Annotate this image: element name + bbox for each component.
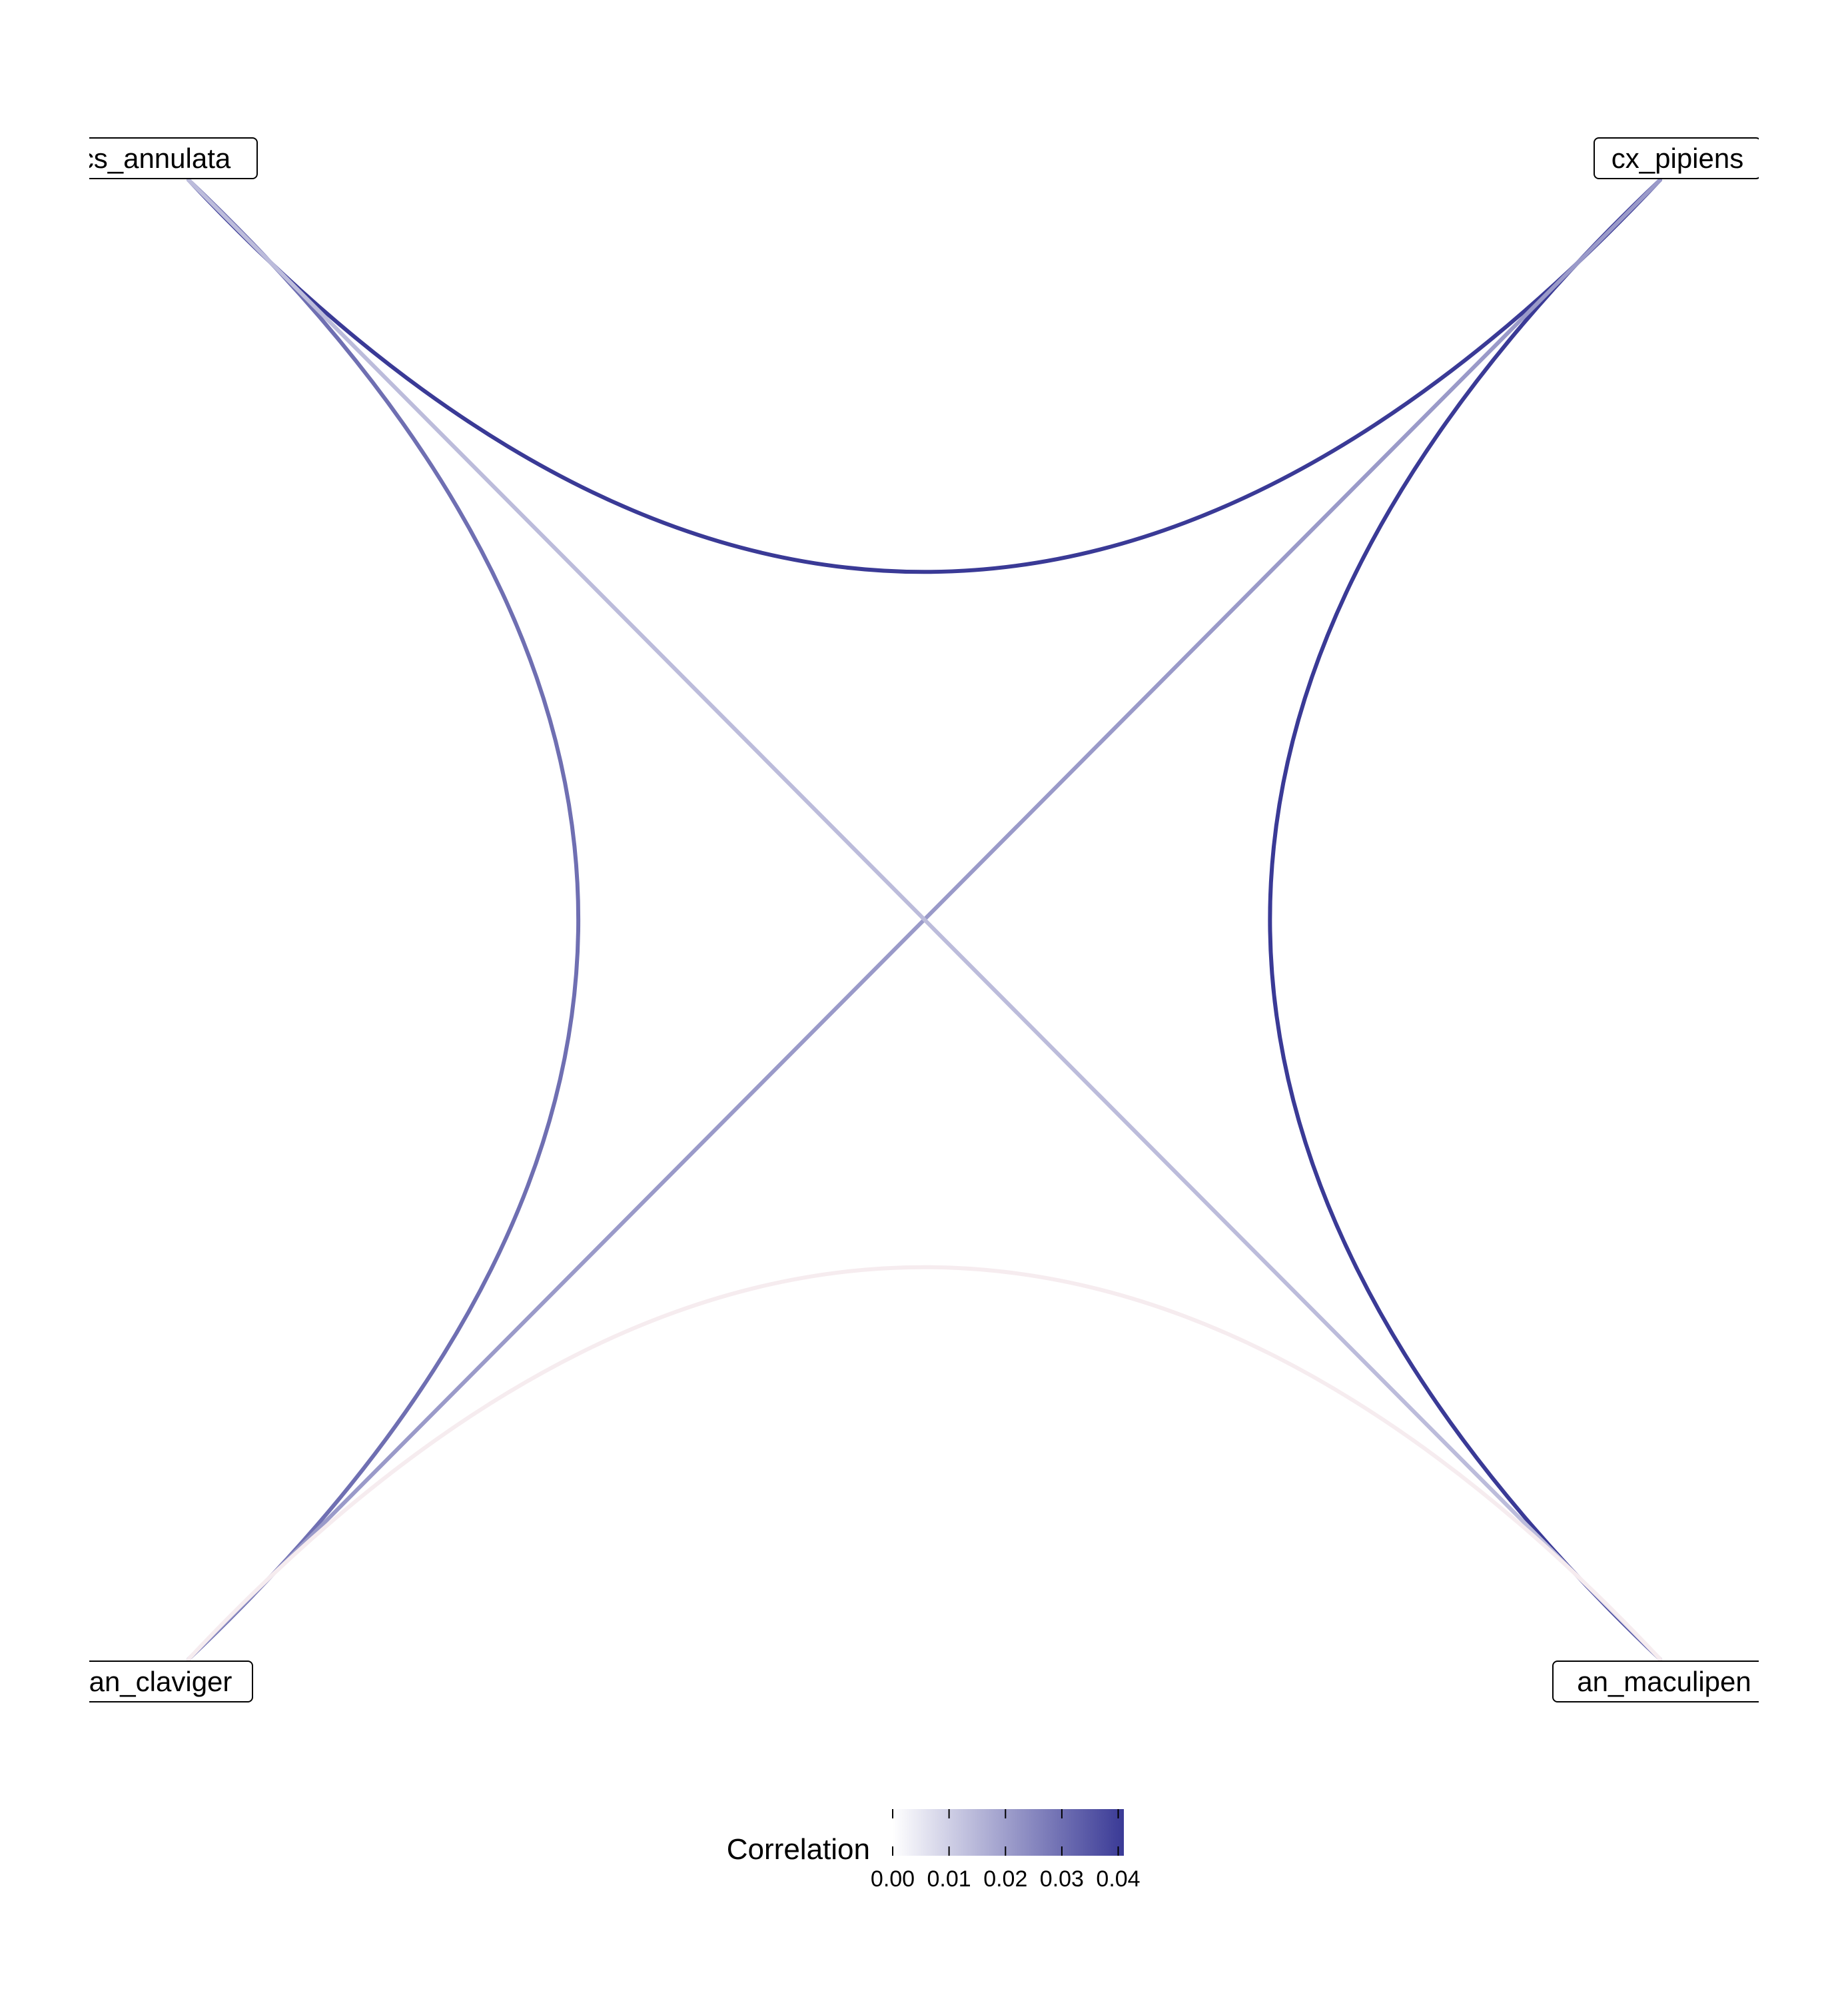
edges-layer xyxy=(187,178,1662,1661)
legend-tick-label: 0.02 xyxy=(983,1866,1027,1892)
node-cx-pipiens[interactable]: cx_pipiens xyxy=(1594,137,1761,179)
edge-cx-ma xyxy=(1268,178,1662,1661)
edge-cs-cx xyxy=(187,178,1662,574)
legend: Correlation 0.00 0.01 0.02 0.03 0.04 xyxy=(727,1809,1141,1892)
node-label-an-claviger: an_claviger xyxy=(89,1666,232,1697)
legend-tick-label: 0.03 xyxy=(1040,1866,1084,1892)
legend-tick-label: 0.04 xyxy=(1096,1866,1140,1892)
legend-tick-label: 0.00 xyxy=(871,1866,915,1892)
legend-tick-label: 0.01 xyxy=(927,1866,971,1892)
node-label-an-maculipen: an_maculipen xyxy=(1577,1666,1751,1697)
legend-colorbar xyxy=(893,1809,1124,1856)
legend-ticks: 0.00 0.01 0.02 0.03 0.04 xyxy=(871,1809,1141,1892)
nodes-layer: cs_annulata cx_pipiens an_claviger an_ma… xyxy=(53,137,1775,1702)
node-label-cx-pipiens: cx_pipiens xyxy=(1612,143,1743,174)
edge-cs-ma xyxy=(187,178,1662,1661)
legend-title: Correlation xyxy=(727,1833,870,1866)
node-label-cs-annulata: cs_annulata xyxy=(80,143,231,174)
node-an-claviger[interactable]: an_claviger xyxy=(69,1661,253,1702)
edge-cl-ma xyxy=(187,1265,1662,1661)
node-cs-annulata[interactable]: cs_annulata xyxy=(53,137,258,179)
edge-cs-cl xyxy=(187,178,581,1661)
node-an-maculipen[interactable]: an_maculipen xyxy=(1552,1661,1775,1702)
